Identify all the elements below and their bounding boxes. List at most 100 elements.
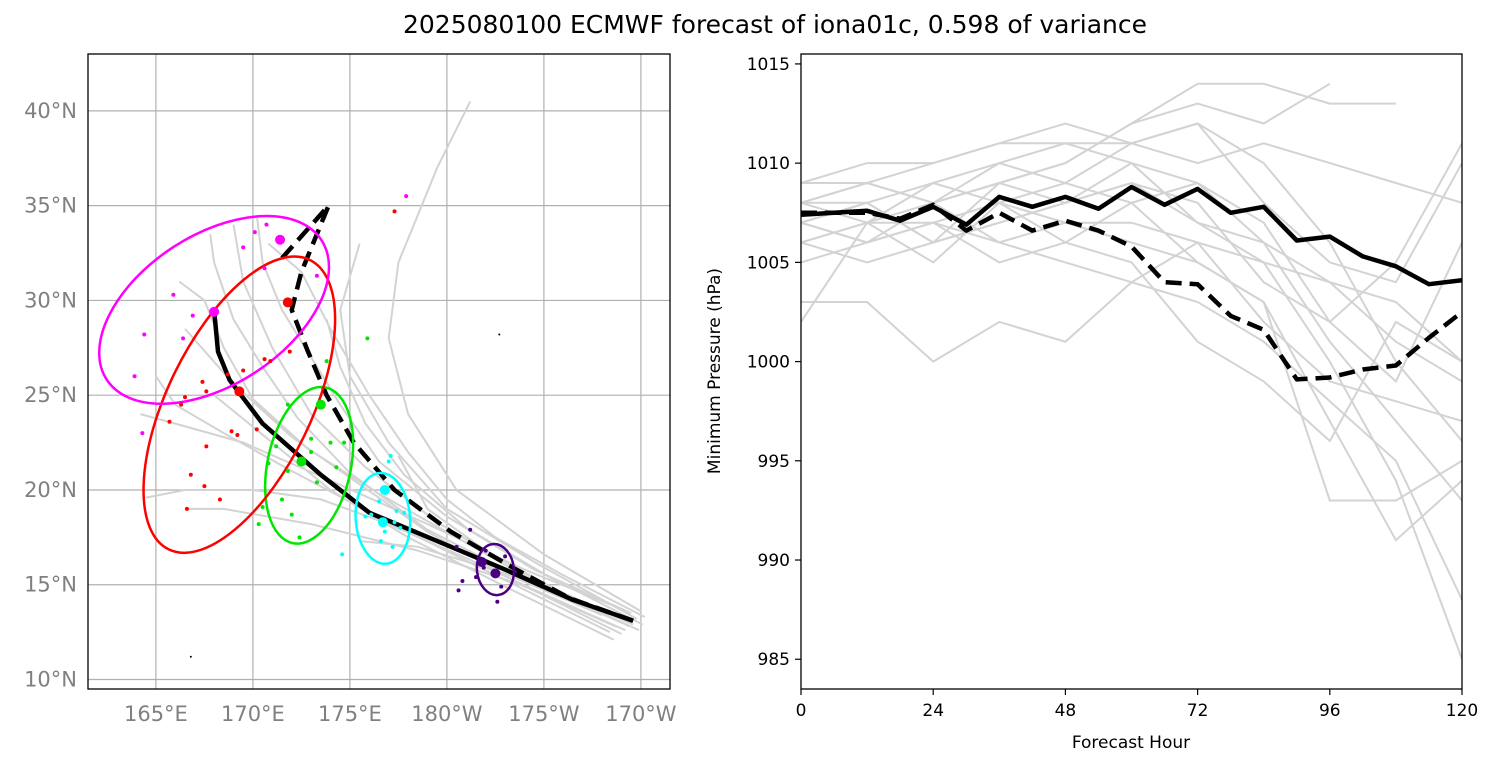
cluster-point	[456, 588, 461, 593]
cluster-point	[179, 402, 184, 407]
cluster-point	[140, 431, 145, 436]
mean-pressure-solid	[801, 184, 1462, 287]
map-lon-tick-label: 180°W	[411, 702, 483, 726]
cluster-point	[474, 575, 478, 580]
ensemble-track	[232, 224, 630, 628]
cluster-point	[254, 427, 259, 432]
cluster-point	[390, 544, 395, 549]
pressure-ticks: 0 24 48 72 96 120 985 990 995 1000 1005 1010 1015	[747, 55, 1478, 721]
cluster-center-point	[282, 297, 293, 308]
mean-tracks	[211, 203, 634, 623]
cluster-center-point	[209, 306, 220, 317]
pressure-panel: 0 24 48 72 96 120 985 990 995 1000 1005 1010 1015 Fo…	[705, 53, 1478, 753]
cluster-point	[314, 273, 319, 278]
cluster-center-point	[476, 557, 487, 567]
cluster-point	[183, 395, 187, 400]
ensemble-track	[387, 100, 642, 613]
cluster-point	[188, 472, 193, 477]
cluster-point	[342, 440, 347, 445]
map-lon-tick-label: 175°E	[318, 702, 382, 726]
x-axis-label: Forecast Hour	[1072, 733, 1190, 753]
cluster-point	[229, 429, 234, 434]
mean-pressure-dashed	[801, 202, 1462, 382]
cluster-point	[268, 359, 273, 364]
cluster-point	[256, 522, 261, 527]
cluster-point	[252, 230, 257, 235]
cluster-point	[262, 357, 267, 362]
cluster-point	[483, 548, 488, 553]
map-lat-tick-label: 20°N	[24, 478, 77, 502]
ensemble-track	[325, 319, 644, 626]
cluster-point	[181, 336, 186, 341]
cluster-point	[314, 480, 319, 485]
map-lat-tick-label: 30°N	[24, 288, 77, 312]
cluster-point	[495, 599, 500, 604]
cluster-point	[132, 374, 137, 379]
cluster-point	[386, 459, 391, 464]
pressure-frame	[800, 53, 1463, 690]
cluster-point	[285, 402, 290, 407]
map-lat-tick-label: 10°N	[24, 668, 77, 692]
track-map-panel: 165°E 170°E 175°E 180°W 175°W 170°W 10°N 15°N 20…	[24, 53, 677, 726]
cluster-center-point	[296, 456, 307, 467]
x-tick-label: 120	[1446, 701, 1478, 721]
x-tick-label: 0	[796, 701, 807, 721]
cluster-point	[324, 359, 329, 364]
map-lon-tick-label: 175°W	[508, 702, 580, 726]
map-lat-tick-label: 15°N	[24, 573, 77, 597]
cluster-point	[340, 552, 345, 557]
cluster-point	[369, 512, 374, 517]
ensemble-pressure-line	[801, 142, 1462, 502]
cluster-point	[264, 222, 269, 227]
cluster-point	[392, 520, 397, 525]
cluster-point	[309, 436, 314, 441]
cluster-point	[204, 389, 209, 394]
cluster-point	[171, 292, 176, 297]
cluster-center-point	[490, 568, 501, 579]
cluster-center-point	[315, 399, 326, 410]
cluster-point	[382, 529, 387, 534]
cluster-point	[289, 512, 294, 517]
map-lat-tick-label: 25°N	[24, 383, 77, 407]
y-axis-label: Minimum Pressure (hPa)	[705, 268, 725, 474]
cluster-point	[225, 372, 230, 377]
cluster-point	[297, 535, 302, 540]
cluster-point	[402, 510, 407, 515]
cluster-point	[262, 266, 267, 271]
y-tick-label: 1005	[747, 253, 790, 273]
stray-point	[189, 655, 192, 658]
cluster-ellipse	[97, 214, 331, 405]
cluster-center-point	[275, 234, 286, 245]
cluster-ellipse	[142, 255, 337, 555]
x-tick-label: 72	[1187, 701, 1209, 721]
cluster-point	[499, 584, 504, 589]
cluster-point	[190, 313, 195, 318]
cluster-point	[241, 368, 246, 373]
stray-point	[498, 333, 501, 336]
y-tick-label: 1015	[747, 55, 790, 75]
cluster-point	[392, 209, 397, 214]
figure-title: 2025080100 ECMWF forecast of iona01c, 0.…	[402, 10, 1147, 39]
ensemble-pressure-line	[801, 201, 1462, 443]
ensemble-pressure-line	[801, 161, 1462, 660]
map-frame	[87, 53, 671, 690]
map-tick-labels: 165°E 170°E 175°E 180°W 175°W 170°W 10°N 15°N 20…	[24, 99, 677, 726]
cluster-point	[200, 379, 205, 384]
cluster-point	[404, 194, 409, 199]
ensemble-track	[185, 507, 617, 628]
cluster-center-point	[379, 484, 390, 495]
cluster-point	[260, 505, 265, 510]
x-tick-label: 48	[1055, 701, 1077, 721]
cluster-point	[274, 444, 279, 449]
cluster-point	[235, 433, 240, 437]
cluster-point	[328, 440, 333, 445]
map-lon-tick-label: 170°E	[221, 702, 285, 726]
cluster-point	[217, 497, 222, 502]
ensemble-pressure-line	[801, 181, 1462, 383]
cluster-point	[202, 484, 207, 489]
cluster-point	[266, 461, 271, 466]
cluster-point	[460, 578, 465, 583]
cluster-point	[454, 544, 459, 549]
map-lon-tick-label: 165°E	[124, 702, 188, 726]
